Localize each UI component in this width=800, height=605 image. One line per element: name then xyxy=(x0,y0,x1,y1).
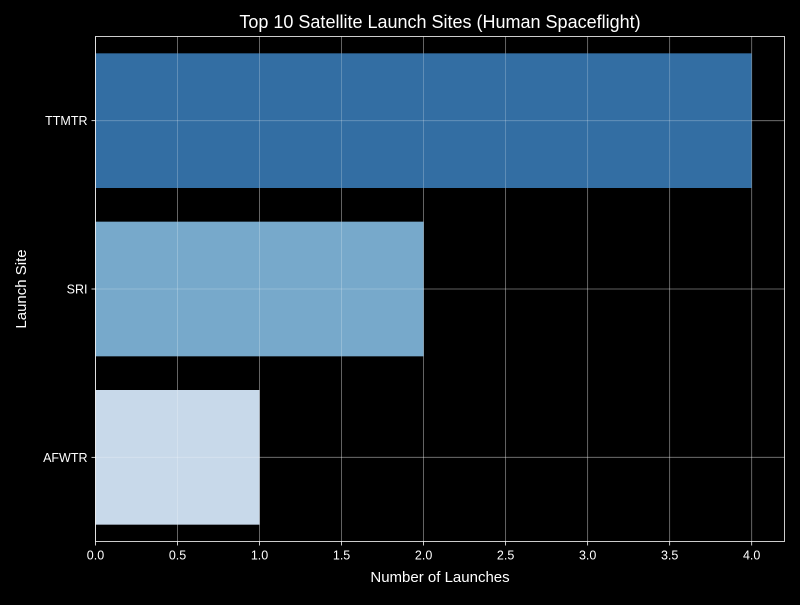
chart-title: Top 10 Satellite Launch Sites (Human Spa… xyxy=(239,12,640,32)
bar-sri xyxy=(95,221,424,357)
x-tick-label: 0.5 xyxy=(169,549,186,563)
y-tick-label: AFWTR xyxy=(43,451,87,465)
x-tick-label: 3.0 xyxy=(579,549,596,563)
x-tick-label: 2.0 xyxy=(415,549,432,563)
bar-afwtr xyxy=(95,390,260,525)
x-tick-label: 1.0 xyxy=(251,549,268,563)
x-tick-label: 2.5 xyxy=(497,549,514,563)
bar-ttmtr xyxy=(95,53,752,189)
x-tick-label: 1.5 xyxy=(333,549,350,563)
y-tick-label: SRI xyxy=(67,283,88,297)
x-tick-label: 3.5 xyxy=(661,549,678,563)
x-tick-label: 0.0 xyxy=(87,549,104,563)
y-axis-ticks: AFWTR SRI TTMTR xyxy=(43,114,96,465)
x-tick-label: 4.0 xyxy=(743,549,760,563)
bars xyxy=(95,53,752,525)
y-tick-label: TTMTR xyxy=(45,114,87,128)
x-axis-title: Number of Launches xyxy=(370,569,509,586)
y-axis-title: Launch Site xyxy=(13,249,30,328)
x-axis-ticks: 0.0 0.5 1.0 1.5 2.0 2.5 3.0 3.5 4.0 xyxy=(87,541,760,563)
